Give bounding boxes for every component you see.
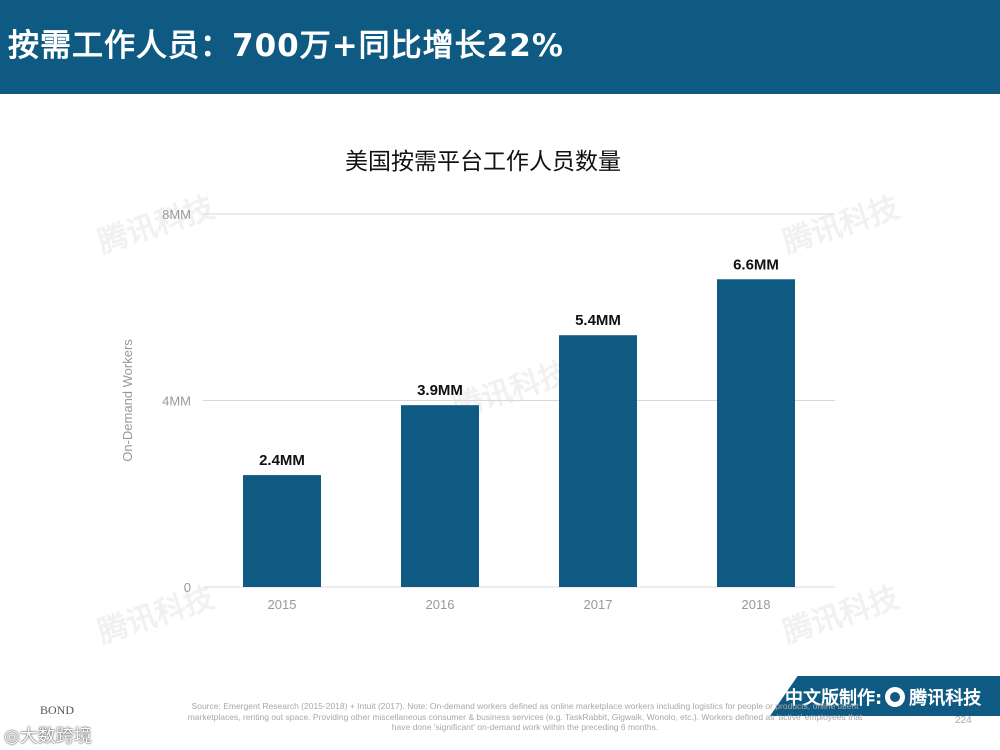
wechat-label: 大数跨境 [19, 726, 92, 747]
page-title: 按需工作人员：700万+同比增长22% [8, 28, 564, 64]
data-label: 2.4MM [259, 452, 305, 469]
data-label: 5.4MM [575, 312, 621, 329]
data-label: 3.9MM [417, 382, 463, 399]
y-axis-title: On-Demand Workers [120, 339, 135, 462]
credit-label-text: 中文版制作: [785, 688, 883, 709]
credit-banner [770, 676, 1000, 716]
header-bar: 按需工作人员：700万+同比增长22% [0, 0, 1000, 94]
tencent-logo-icon [885, 687, 906, 707]
chart-title: 美国按需平台工作人员数量 [345, 149, 621, 175]
y-tick-label: 0 [184, 580, 191, 595]
bar [243, 475, 321, 587]
bar-chart: 0 4MM 8MM On-Demand Workers 2.4MM 2015 3.9MM 20… [120, 207, 835, 612]
data-label: 6.6MM [733, 256, 779, 273]
x-tick-label: 2016 [426, 597, 455, 612]
credit-label: 中文版制作: 腾讯科技 [785, 684, 981, 710]
credit-brand: 腾讯科技 [909, 688, 982, 709]
source-note: Source: Emergent Research (2015-2018) + … [187, 701, 863, 732]
bar [401, 405, 479, 587]
x-tick-label: 2018 [742, 597, 771, 612]
bar [717, 279, 795, 587]
wechat-icon: ◎ [4, 726, 20, 747]
x-tick-label: 2015 [268, 597, 297, 612]
x-tick-label: 2017 [584, 597, 613, 612]
bar [559, 335, 637, 587]
wechat-watermark: ◎大数跨境 [4, 722, 92, 748]
y-tick-label: 4MM [162, 394, 191, 409]
bond-label: BOND [40, 703, 75, 717]
page-number: 224 [955, 715, 972, 726]
y-tick-label: 8MM [162, 207, 191, 222]
